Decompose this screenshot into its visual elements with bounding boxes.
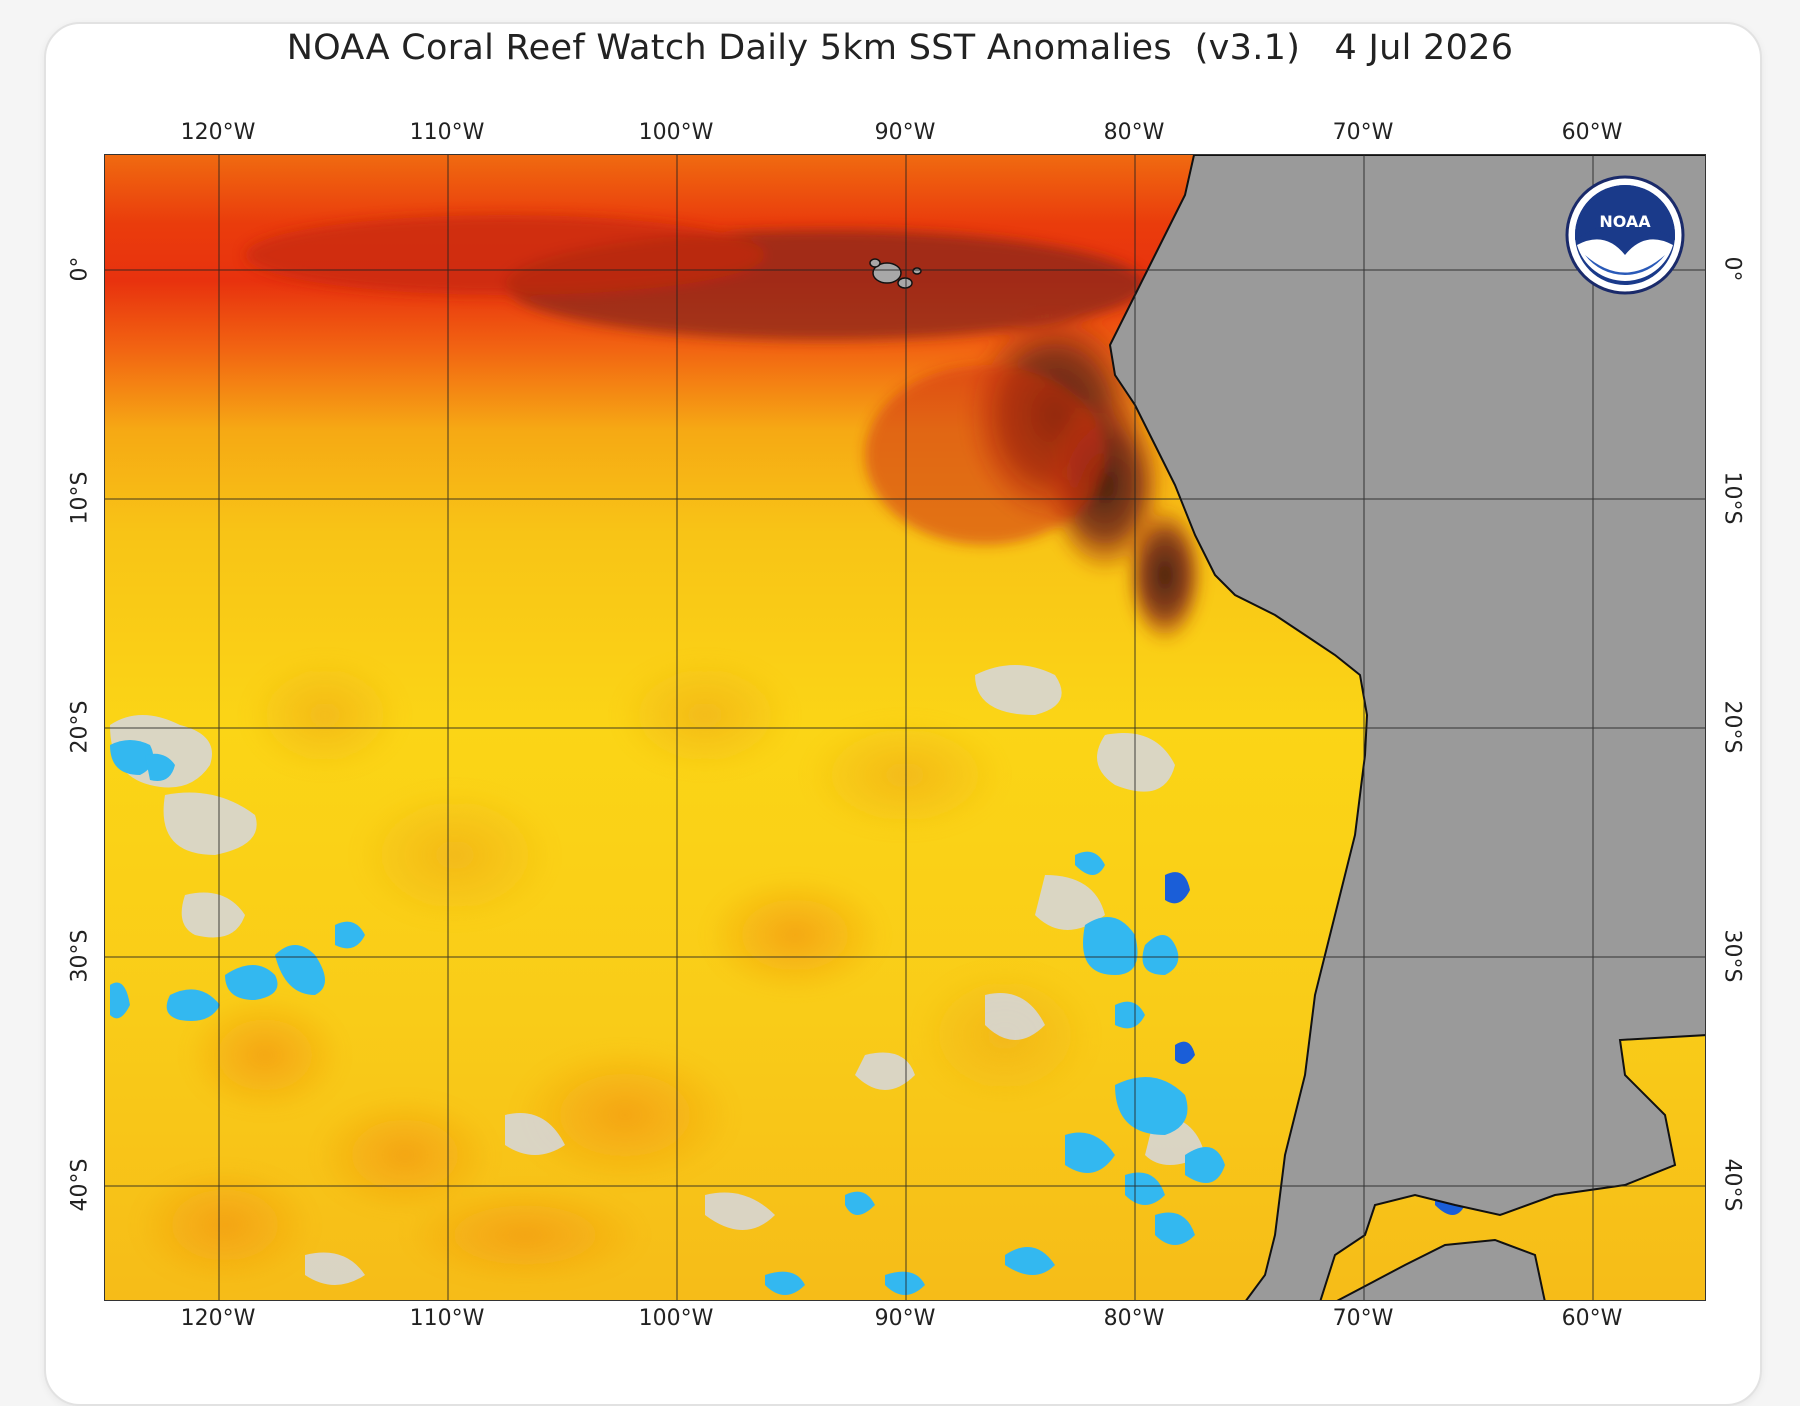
lon-tick-top: 60°W [1561, 120, 1623, 145]
lat-tick-right: 0° [1719, 256, 1745, 282]
map-svg: NOAA [105, 155, 1705, 1300]
noaa-logo-icon: NOAA [1565, 175, 1685, 295]
lon-tick-bottom: 100°W [638, 1306, 714, 1331]
lat-tick-left: 0° [67, 256, 93, 282]
lon-tick-bottom: 90°W [874, 1306, 936, 1331]
lat-tick-left: 20°S [67, 700, 93, 754]
lat-tick-right: 40°S [1719, 1158, 1745, 1212]
warm-patches [135, 655, 1095, 1285]
lon-tick-bottom: 80°W [1103, 1306, 1165, 1331]
lon-tick-bottom: 70°W [1332, 1306, 1394, 1331]
map-title: NOAA Coral Reef Watch Daily 5km SST Anom… [286, 28, 1514, 68]
lat-tick-left: 40°S [67, 1158, 93, 1212]
lon-tick-top: 100°W [638, 120, 714, 145]
sst-anomaly-map[interactable]: NOAA [104, 154, 1706, 1301]
lon-tick-top: 70°W [1332, 120, 1394, 145]
patagonia-landmass [1336, 1238, 1546, 1300]
lon-tick-bottom: 120°W [180, 1306, 256, 1331]
lat-tick-left: 30°S [67, 929, 93, 983]
lon-tick-bottom: 110°W [409, 1306, 485, 1331]
lon-tick-top: 120°W [180, 120, 256, 145]
lat-tick-left: 10°S [67, 471, 93, 525]
noaa-logo-text: NOAA [1599, 212, 1651, 231]
lat-tick-right: 10°S [1719, 471, 1745, 525]
lon-tick-top: 90°W [874, 120, 936, 145]
lon-tick-bottom: 60°W [1561, 1306, 1623, 1331]
lon-tick-top: 80°W [1103, 120, 1165, 145]
lat-tick-right: 20°S [1719, 700, 1745, 754]
lat-tick-right: 30°S [1719, 929, 1745, 983]
lon-tick-top: 110°W [409, 120, 485, 145]
neutral-patches [110, 665, 1205, 1285]
graticule [105, 155, 1705, 1300]
